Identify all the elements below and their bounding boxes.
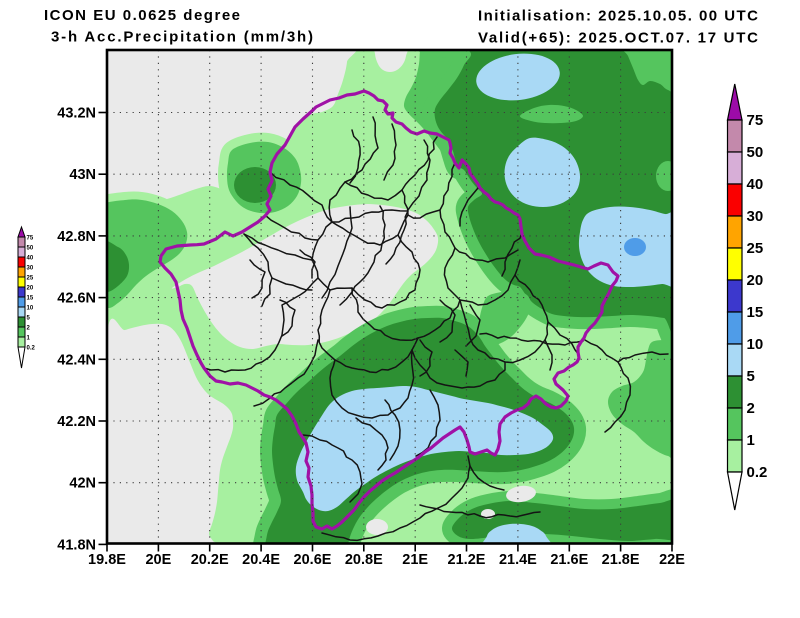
svg-text:40: 40 (747, 176, 764, 193)
svg-text:50: 50 (27, 246, 34, 252)
svg-text:20E: 20E (145, 552, 171, 568)
svg-text:10: 10 (747, 336, 764, 353)
svg-text:19.8E: 19.8E (88, 552, 126, 568)
svg-text:5: 5 (747, 368, 755, 385)
svg-text:10: 10 (27, 306, 34, 312)
svg-text:5: 5 (27, 316, 31, 322)
svg-text:21.2E: 21.2E (448, 552, 486, 568)
svg-text:50: 50 (747, 144, 764, 161)
svg-text:2: 2 (27, 326, 31, 332)
svg-text:22E: 22E (659, 552, 685, 568)
svg-text:20.6E: 20.6E (294, 552, 332, 568)
svg-text:42.6N: 42.6N (57, 291, 96, 307)
svg-text:30: 30 (27, 266, 34, 272)
svg-text:15: 15 (747, 304, 764, 321)
svg-text:40: 40 (27, 256, 34, 262)
svg-text:21.8E: 21.8E (602, 552, 640, 568)
svg-text:Valid(+65): 2025.OCT.07. 17 UT: Valid(+65): 2025.OCT.07. 17 UTC (478, 30, 758, 47)
svg-text:42.4N: 42.4N (57, 352, 96, 368)
svg-text:21E: 21E (402, 552, 428, 568)
svg-text:25: 25 (747, 240, 764, 257)
svg-text:ICON EU 0.0625 degree: ICON EU 0.0625 degree (44, 7, 240, 24)
svg-text:1: 1 (27, 336, 31, 342)
svg-text:0.2: 0.2 (747, 464, 768, 481)
svg-text:21.4E: 21.4E (499, 552, 537, 568)
svg-text:15: 15 (27, 296, 34, 302)
svg-text:43.2N: 43.2N (57, 106, 96, 122)
svg-text:42.2N: 42.2N (57, 414, 96, 430)
svg-text:75: 75 (27, 236, 34, 242)
svg-text:41.8N: 41.8N (57, 537, 96, 553)
svg-text:42N: 42N (69, 476, 96, 492)
svg-text:1: 1 (747, 432, 755, 449)
svg-text:21.6E: 21.6E (550, 552, 588, 568)
svg-text:Initialisation: 2025.10.05. 00: Initialisation: 2025.10.05. 00 UTC (478, 8, 758, 25)
svg-text:20: 20 (27, 286, 34, 292)
svg-text:3-h Acc.Precipitation (mm/3h): 3-h Acc.Precipitation (mm/3h) (51, 29, 313, 46)
svg-text:75: 75 (747, 112, 764, 129)
svg-text:20: 20 (747, 272, 764, 289)
svg-text:0.2: 0.2 (27, 346, 36, 352)
svg-text:20.8E: 20.8E (345, 552, 383, 568)
svg-text:30: 30 (747, 208, 764, 225)
svg-text:2: 2 (747, 400, 755, 417)
svg-text:25: 25 (27, 276, 34, 282)
svg-text:42.8N: 42.8N (57, 229, 96, 245)
svg-text:43N: 43N (69, 167, 96, 183)
svg-text:20.2E: 20.2E (191, 552, 229, 568)
svg-text:20.4E: 20.4E (242, 552, 280, 568)
